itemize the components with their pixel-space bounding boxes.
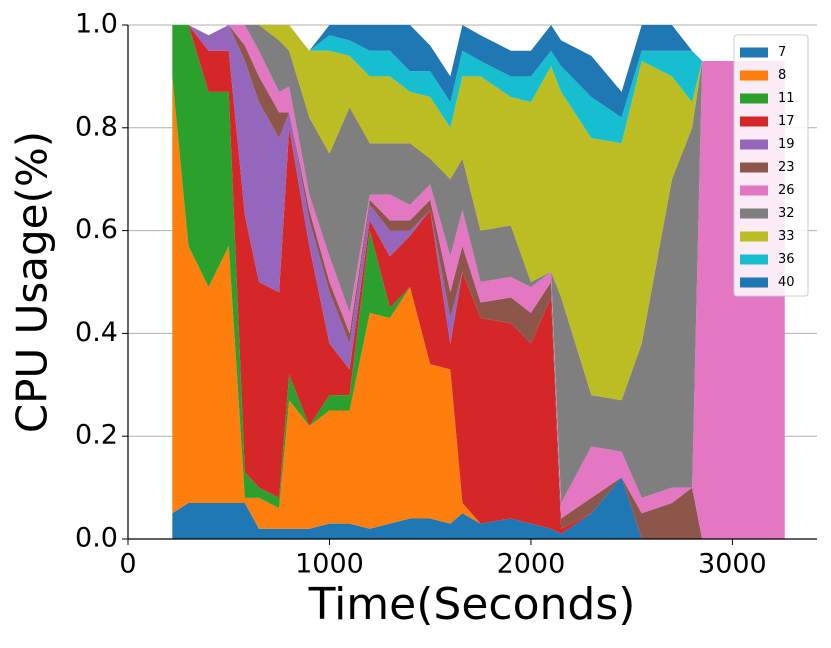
area-series	[172, 25, 785, 539]
area-series	[172, 25, 785, 504]
legend-label: 33	[778, 229, 795, 244]
plot-area	[172, 25, 785, 539]
legend-label: 40	[778, 275, 795, 290]
legend-label: 17	[778, 114, 795, 129]
y-tick-label: 0.2	[75, 420, 118, 451]
y-tick-label: 0.0	[75, 523, 118, 554]
legend-label: 8	[778, 68, 786, 83]
legend-swatch	[740, 93, 768, 104]
y-tick-label: 0.6	[75, 214, 118, 245]
legend-label: 11	[778, 91, 795, 106]
legend-swatch	[740, 254, 768, 265]
x-tick-label: 3000	[698, 549, 767, 580]
area-series	[172, 25, 785, 539]
legend-label: 32	[778, 206, 795, 221]
x-tick-label: 0	[119, 549, 136, 580]
legend-label: 23	[778, 160, 795, 175]
area-series	[172, 76, 785, 539]
y-tick-label: 0.8	[75, 111, 118, 142]
legend-label: 7	[778, 45, 786, 60]
x-tick-label: 2000	[497, 549, 566, 580]
area-series	[172, 25, 785, 401]
y-axis-label: CPU Usage(%)	[8, 131, 57, 433]
legend-swatch	[740, 47, 768, 58]
legend-swatch	[740, 70, 768, 81]
legend-label: 19	[778, 137, 795, 152]
legend-swatch	[740, 208, 768, 219]
area-series	[172, 477, 785, 539]
legend-swatch	[740, 139, 768, 150]
y-tick-label: 1.0	[75, 9, 118, 40]
legend-swatch	[740, 116, 768, 127]
axes: 0.0 0.2 0.4 0.6 0.8 1.0 0 1000 2000 3000	[75, 9, 817, 580]
legend-swatch	[740, 185, 768, 196]
x-tick-label: 1000	[295, 549, 364, 580]
area-series	[172, 25, 785, 539]
area-series	[172, 25, 785, 539]
legend: 7 8 11 17 19 23 26 32 33 36 40	[733, 34, 809, 297]
legend-swatch	[740, 162, 768, 173]
legend-label: 36	[778, 252, 795, 267]
y-tick-label: 0.4	[75, 317, 118, 348]
legend-label: 26	[778, 183, 795, 198]
legend-swatch	[740, 277, 768, 288]
legend-swatch	[740, 231, 768, 242]
x-axis-label: Time(Seconds)	[308, 579, 636, 630]
area-series	[172, 25, 785, 118]
